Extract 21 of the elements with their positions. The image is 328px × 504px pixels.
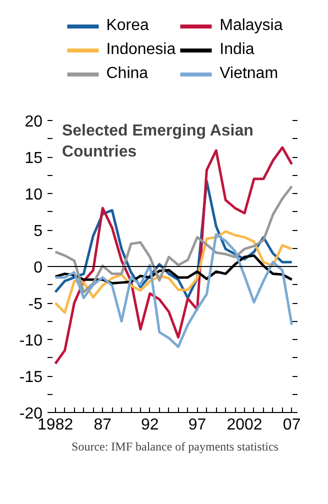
text: Selected Emerging Asian Countries xyxy=(62,122,254,160)
x-tick-label: 2002 xyxy=(226,416,262,434)
legend-label: Korea xyxy=(106,17,149,35)
x-tick-label: 92 xyxy=(141,416,159,434)
y-tick-label: 5 xyxy=(34,223,43,240)
x-tick-label: 07 xyxy=(282,416,301,434)
x-tick-label: 97 xyxy=(188,416,206,434)
y-tick-label: 20 xyxy=(24,114,43,130)
legend-label: Vietnam xyxy=(220,65,278,83)
legend-label: India xyxy=(220,41,254,59)
y-tick-label: -5 xyxy=(28,296,43,313)
y-tick-label: -15 xyxy=(19,369,43,386)
legend-label: Indonesia xyxy=(106,41,176,59)
y-tick-label: 15 xyxy=(24,150,43,167)
legend-label: China xyxy=(106,65,148,83)
legend-label: Malaysia xyxy=(220,17,283,35)
y-tick-label: -10 xyxy=(19,332,43,350)
source-note: Source: IMF balance of payments statistics xyxy=(72,440,279,454)
y-tick-label: 10 xyxy=(24,186,43,204)
y-tick-label: 0 xyxy=(34,260,43,276)
x-tick-label: 87 xyxy=(94,416,112,434)
